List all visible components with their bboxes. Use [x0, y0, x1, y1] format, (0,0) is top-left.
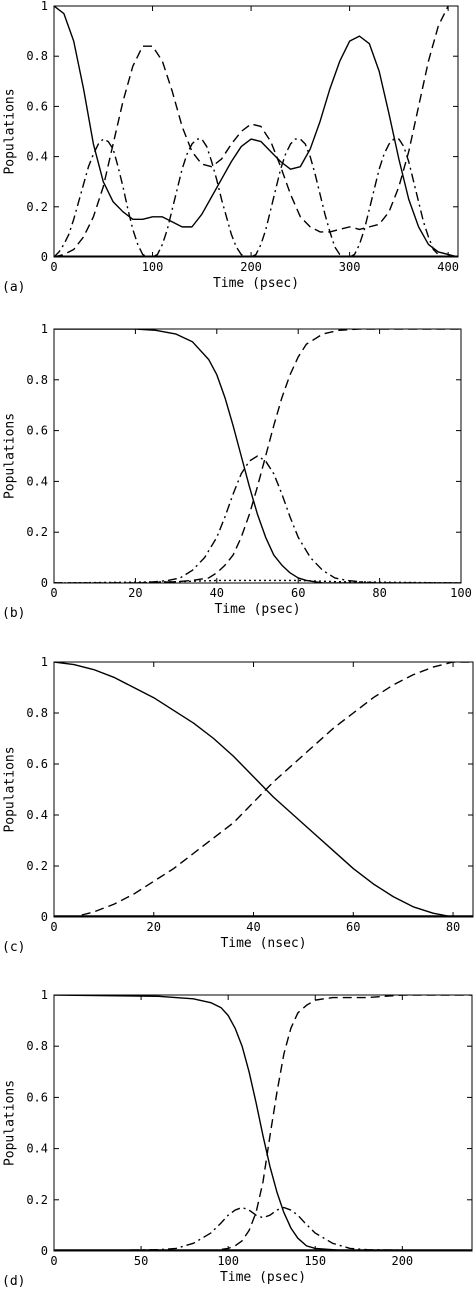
x-tick-label: 40 [246, 920, 260, 934]
y-tick-label: 0.6 [26, 1090, 48, 1104]
y-tick-label: 0.6 [26, 99, 48, 113]
y-axis-label: Populations [3, 88, 18, 174]
panel-label: (b) [2, 606, 25, 621]
x-tick-label: 100 [450, 586, 472, 600]
y-tick-label: 0.8 [26, 49, 48, 63]
x-tick-label: 50 [134, 1254, 148, 1268]
x-axis-label: Time (nsec) [220, 936, 306, 951]
x-tick-label: 40 [210, 586, 224, 600]
x-tick-label: 100 [142, 260, 164, 274]
y-tick-label: 0 [41, 250, 48, 264]
y-tick-label: 0 [41, 1244, 48, 1258]
series-line-solid-0 [54, 662, 473, 917]
y-tick-label: 0.8 [26, 1039, 48, 1053]
y-tick-label: 0.4 [26, 808, 48, 822]
x-tick-label: 200 [240, 260, 262, 274]
y-tick-label: 0.4 [26, 1142, 48, 1156]
series-line-dashed-1 [54, 6, 450, 257]
x-tick-label: 60 [346, 920, 360, 934]
panel-label: (c) [2, 940, 25, 955]
plot-frame [53, 328, 462, 584]
x-tick-label: 100 [217, 1254, 239, 1268]
x-tick-label: 60 [291, 586, 305, 600]
y-tick-label: 1 [41, 988, 48, 1002]
y-tick-label: 0.4 [26, 474, 48, 488]
x-tick-label: 0 [50, 920, 57, 934]
series-line-solid-0 [54, 329, 461, 583]
panel-label: (d) [2, 1274, 25, 1289]
y-axis-label: Populations [3, 1080, 18, 1166]
chart-panel-2: 0 20 40 60 80 0 0.2 0.4 0.6 0.8 1 Time (nsec) Popula… [2, 655, 474, 955]
x-tick-label: 0 [50, 260, 57, 274]
chart-panel-0: 0 100 200 300 400 0 0.2 0.4 0.6 0.8 1 Time (psec) Po… [2, 0, 459, 295]
x-tick-label: 20 [128, 586, 142, 600]
y-tick-label: 0.2 [26, 1193, 48, 1207]
x-tick-label: 400 [437, 260, 459, 274]
series-line-dashdot-2 [54, 138, 458, 257]
y-tick-label: 1 [41, 655, 48, 669]
y-tick-label: 1 [41, 322, 48, 336]
series-line-dashed-1 [54, 329, 461, 583]
y-tick-label: 0.2 [26, 525, 48, 539]
x-axis-label: Time (psec) [214, 602, 300, 617]
y-tick-label: 1 [41, 0, 48, 13]
series-line-dashed-1 [54, 995, 472, 1251]
series-line-dashed-1 [54, 662, 473, 917]
x-tick-label: 80 [372, 586, 386, 600]
x-tick-label: 80 [446, 920, 460, 934]
series-line-solid-0 [54, 6, 458, 257]
chart-panel-3: 0 50 100 150 200 0 0.2 0.4 0.6 0.8 1 Time (psec) Pop… [2, 988, 473, 1289]
x-tick-label: 20 [147, 920, 161, 934]
series-line-dashdot-2 [54, 455, 461, 583]
x-tick-label: 300 [339, 260, 361, 274]
y-axis-label: Populations [3, 746, 18, 832]
chart-panel-1: 0 20 40 60 80 100 0 0.2 0.4 0.6 0.8 1 Time (psec) Pop… [2, 322, 472, 621]
y-tick-label: 0.2 [26, 200, 48, 214]
y-tick-label: 0.6 [26, 757, 48, 771]
plot-frame [53, 5, 459, 258]
y-tick-label: 0 [41, 576, 48, 590]
x-tick-label: 150 [304, 1254, 326, 1268]
y-tick-label: 0.8 [26, 373, 48, 387]
series-line-dashdot-2 [54, 1206, 472, 1251]
plot-frame [53, 661, 474, 918]
series-line-solid-0 [54, 995, 472, 1251]
x-axis-label: Time (psec) [213, 276, 299, 291]
y-axis-label: Populations [3, 413, 18, 499]
x-tick-label: 200 [391, 1254, 413, 1268]
y-tick-label: 0.8 [26, 706, 48, 720]
y-tick-label: 0.4 [26, 150, 48, 164]
panel-label: (a) [2, 280, 25, 295]
x-axis-label: Time (psec) [220, 1270, 306, 1285]
y-tick-label: 0.6 [26, 424, 48, 438]
x-tick-label: 0 [50, 586, 57, 600]
y-tick-label: 0.2 [26, 859, 48, 873]
x-tick-label: 0 [50, 1254, 57, 1268]
plot-frame [53, 994, 473, 1252]
y-tick-label: 0 [41, 910, 48, 924]
